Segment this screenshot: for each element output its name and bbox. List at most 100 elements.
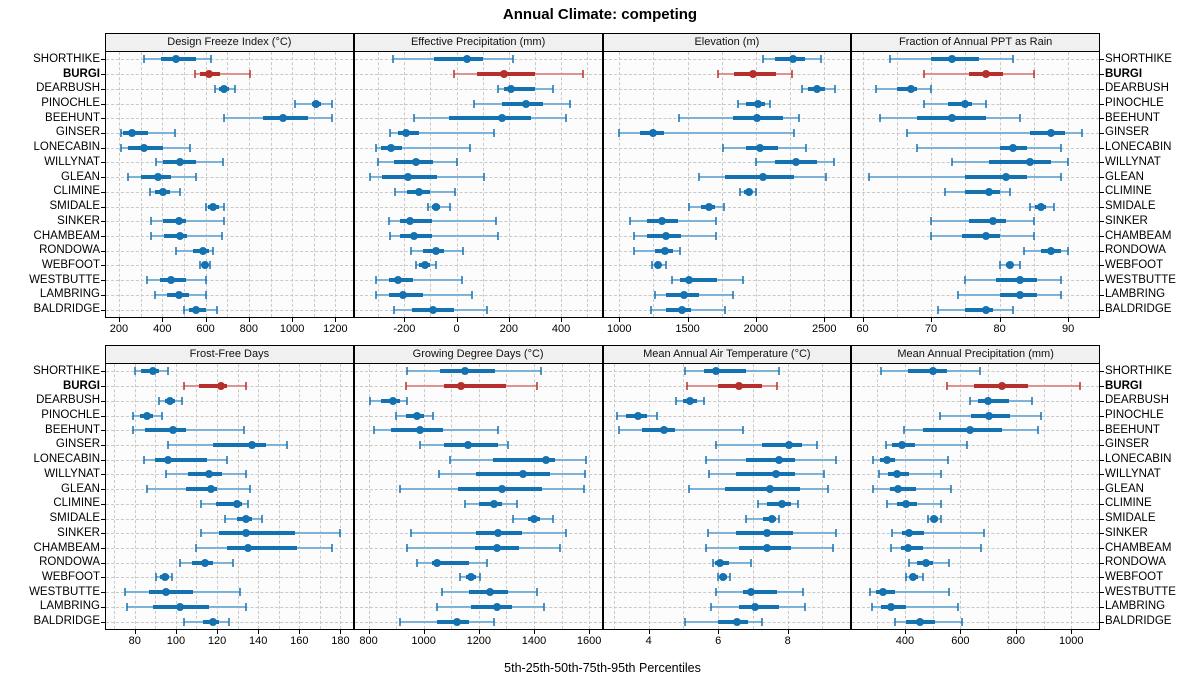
x-gridline [258, 364, 260, 629]
median-dot [139, 143, 148, 152]
iqr-bar [431, 560, 470, 565]
plot-area [851, 51, 1100, 318]
whisker-cap [835, 455, 838, 464]
iqr-bar [680, 278, 717, 283]
x-tick-label: 100 [166, 635, 186, 647]
row-guideline [852, 206, 1099, 208]
whisker-cap [793, 128, 796, 137]
site-label: GINSER [55, 126, 100, 139]
whisker-cap [194, 173, 197, 182]
median-dot [1036, 202, 1045, 211]
whisker-cap [715, 232, 718, 241]
x-gridline [862, 52, 864, 317]
row-tick [1100, 474, 1104, 476]
median-dot [762, 529, 771, 538]
row-guideline [852, 250, 1099, 252]
x-tick [205, 318, 207, 322]
median-dot [749, 70, 758, 79]
row-tick [1100, 533, 1104, 535]
whisker-cap [816, 440, 819, 449]
whisker-cap [389, 232, 391, 241]
row-tick [1100, 503, 1104, 505]
whisker-cap [238, 588, 241, 597]
x-tick-label: 200 [499, 323, 518, 335]
panel-strip: Growing Degree Days (°C) [353, 345, 603, 363]
row-guideline [106, 206, 353, 208]
whisker-cap [618, 426, 621, 435]
iqr-bar [725, 487, 800, 492]
row-guideline [603, 206, 851, 208]
whisker-cap [415, 558, 418, 567]
median-dot [200, 558, 209, 567]
median-dot [719, 573, 728, 582]
whisker-cap [654, 290, 657, 299]
x-gridline [790, 52, 792, 317]
panel-title: Mean Annual Air Temperature (°C) [643, 348, 811, 360]
median-dot [745, 187, 754, 196]
whisker [907, 131, 1082, 134]
site-label: SHORTHIKE [33, 52, 100, 65]
plot-area [851, 363, 1100, 630]
site-label: WEBFOOT [1105, 258, 1164, 271]
median-dot [243, 544, 252, 553]
whisker-cap [179, 558, 182, 567]
x-tick-label: 1400 [521, 635, 547, 647]
row-tick [1100, 103, 1104, 105]
whisker [132, 429, 244, 432]
median-dot [160, 573, 169, 582]
site-label: PINOCHLE [1105, 409, 1164, 422]
whisker-cap [826, 485, 829, 494]
median-dot [878, 588, 887, 597]
x-tick-label: 400 [895, 635, 915, 647]
whisker-cap [714, 217, 717, 226]
x-tick [862, 318, 864, 322]
whisker-cap [722, 202, 725, 211]
x-tick-label: 70 [924, 323, 938, 335]
row-tick [1100, 221, 1104, 223]
x-tick [162, 318, 164, 322]
x-gridline [313, 52, 315, 317]
site-label: WEBFOOT [1105, 570, 1164, 583]
row-tick [1100, 606, 1104, 608]
median-dot [785, 440, 794, 449]
whisker-cap [199, 499, 202, 508]
median-dot [985, 187, 994, 196]
iqr-bar [889, 487, 916, 492]
whisker-cap [228, 617, 231, 626]
site-label: CHAMBEAM [1105, 541, 1172, 554]
row-guideline [106, 191, 353, 193]
row-guideline [106, 265, 353, 267]
iqr-bar [400, 219, 432, 224]
row-guideline [106, 147, 353, 149]
whisker-cap [761, 55, 764, 64]
whisker-cap [199, 261, 202, 270]
iqr-bar [492, 457, 555, 462]
site-label: CLIMINE [1105, 497, 1152, 510]
whisker-cap [926, 514, 929, 523]
median-dot [399, 290, 408, 299]
whisker-cap [131, 426, 134, 435]
median-dot [206, 485, 215, 494]
x-tick-label: 140 [248, 635, 268, 647]
whisker-cap [125, 602, 128, 611]
whisker-cap [705, 544, 708, 553]
median-dot [241, 514, 250, 523]
row-tick [1100, 250, 1104, 252]
plot-area [602, 51, 852, 318]
site-label: WESTBUTTE [1105, 273, 1176, 286]
row-tick [101, 474, 105, 476]
median-dot [232, 499, 241, 508]
whisker-cap [166, 440, 169, 449]
site-label: SINKER [1105, 214, 1148, 227]
whisker-cap [244, 382, 247, 391]
whisker-cap [741, 426, 744, 435]
site-label: WILLYNAT [1105, 467, 1161, 480]
whisker [873, 458, 948, 461]
site-label: BALDRIDGE [33, 303, 100, 316]
site-label: GLEAN [61, 170, 100, 183]
row-guideline [354, 206, 602, 208]
median-dot [658, 217, 667, 226]
whisker-cap [389, 128, 391, 137]
whisker-cap [387, 217, 390, 226]
whisker-cap [331, 114, 334, 123]
